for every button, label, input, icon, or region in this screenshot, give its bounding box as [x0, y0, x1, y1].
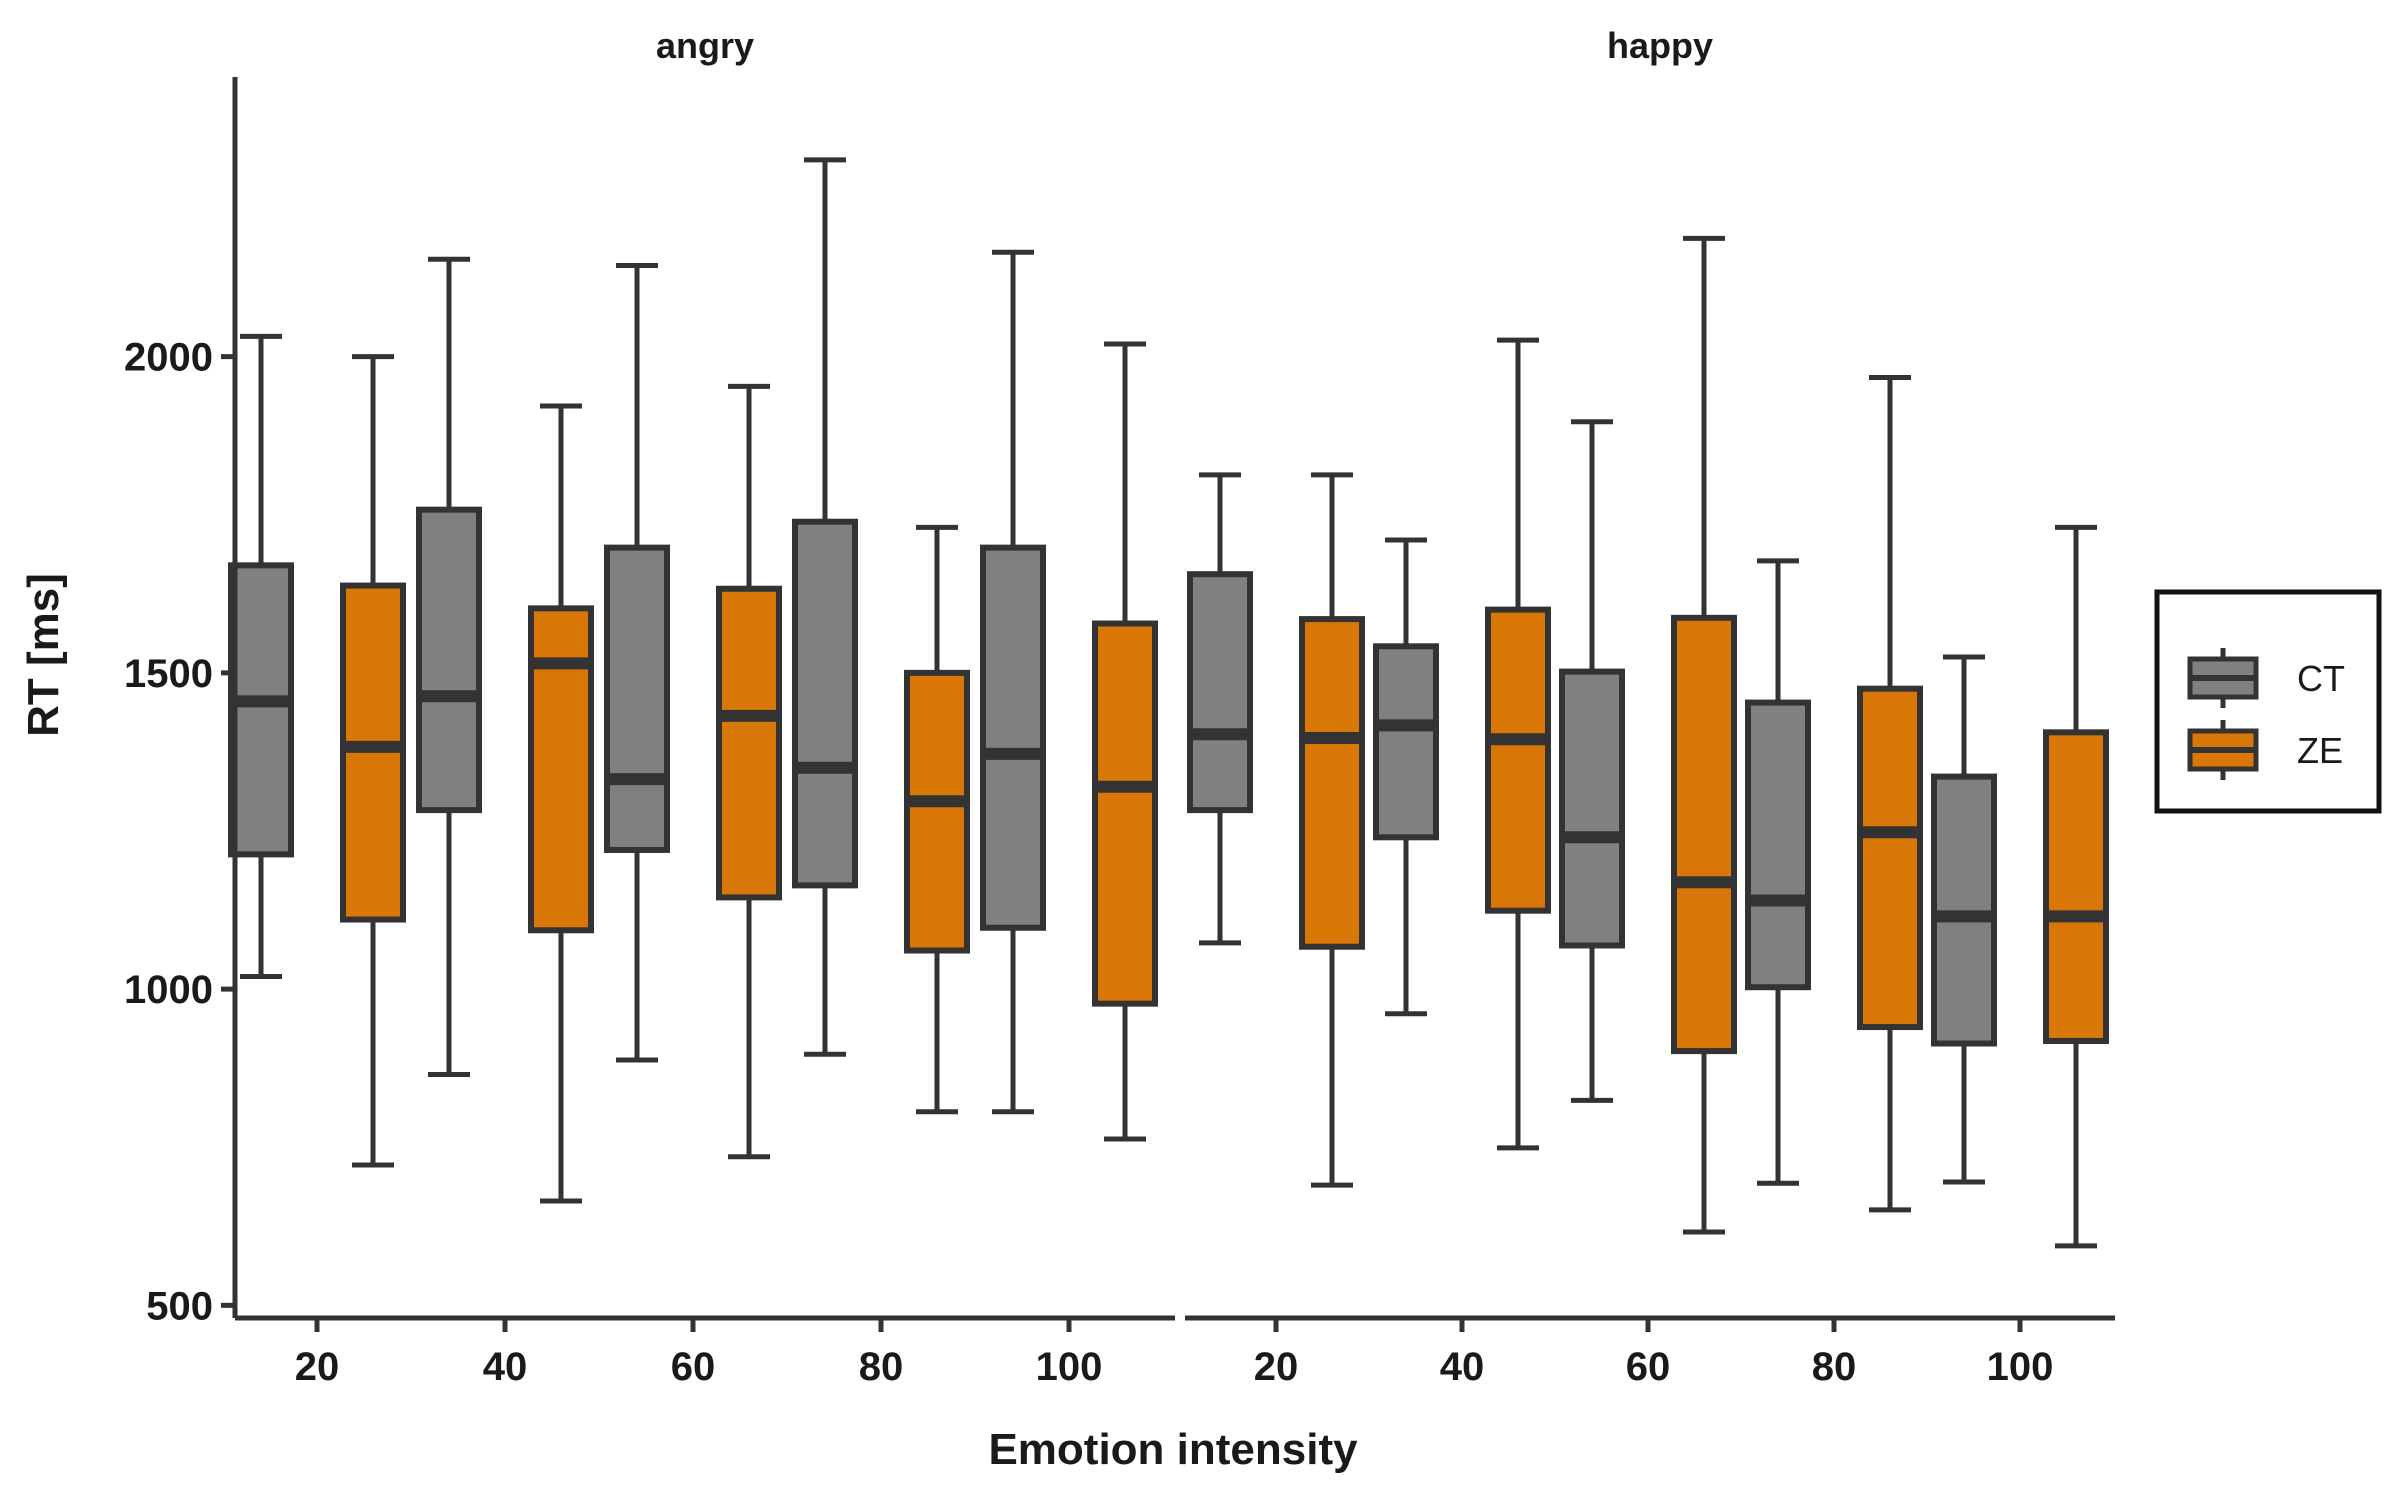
facet-angry: angry 20 40 60 80 100	[228, 25, 1175, 1389]
x-tick-label: 20	[295, 1345, 340, 1389]
box-iqr	[1485, 606, 1551, 914]
y-tick-label: 1500	[124, 652, 213, 696]
x-tick-label: 100	[1036, 1345, 1103, 1389]
box-iqr	[228, 562, 294, 858]
box-angry-80-CT	[792, 157, 858, 1057]
box-iqr	[1092, 620, 1158, 1007]
x-tick-label: 60	[1626, 1345, 1671, 1389]
box-iqr	[1931, 773, 1997, 1047]
box-happy-100-CT	[1931, 654, 1997, 1185]
box-iqr	[1671, 614, 1737, 1055]
box-iqr	[1299, 616, 1365, 950]
box-angry-80-ZE	[904, 524, 970, 1115]
box-happy-20-CT	[1187, 472, 1253, 946]
box-happy-100-ZE	[2043, 524, 2109, 1249]
x-tick-label: 20	[1254, 1345, 1299, 1389]
box-angry-100-CT	[980, 249, 1046, 1115]
box-iqr	[1187, 571, 1253, 814]
box-iqr	[792, 518, 858, 889]
box-angry-100-ZE	[1092, 341, 1158, 1142]
box-iqr	[904, 669, 970, 954]
box-happy-20-ZE	[1299, 472, 1365, 1188]
x-tick-label: 40	[1440, 1345, 1485, 1389]
x-tick-label: 100	[1987, 1345, 2054, 1389]
box-iqr	[416, 506, 482, 814]
box-angry-20-CT	[228, 333, 294, 979]
box-iqr	[1373, 643, 1439, 841]
box-angry-40-ZE	[528, 403, 594, 1204]
box-happy-40-ZE	[1485, 337, 1551, 1151]
legend-label-ZE: ZE	[2297, 730, 2343, 771]
legend-box	[2154, 589, 2382, 814]
box-angry-60-CT	[604, 263, 670, 1063]
facet-happy: happy 20 40 60 80 100	[1185, 25, 2115, 1389]
box-iqr	[2043, 729, 2109, 1044]
box-happy-60-ZE	[1671, 235, 1737, 1235]
y-tick-label: 2000	[124, 336, 213, 380]
facet-label: happy	[1607, 25, 1713, 66]
box-angry-60-ZE	[716, 383, 782, 1160]
x-tick-label: 40	[483, 1345, 528, 1389]
y-tick-label: 500	[146, 1284, 213, 1328]
x-tick-label: 80	[859, 1345, 904, 1389]
box-happy-80-CT	[1745, 558, 1811, 1186]
legend-label-CT: CT	[2297, 658, 2345, 699]
facet-label: angry	[656, 25, 754, 66]
box-iqr	[980, 544, 1046, 931]
box-happy-40-CT	[1373, 537, 1439, 1017]
box-happy-80-ZE	[1857, 374, 1923, 1213]
box-happy-60-CT	[1559, 419, 1625, 1103]
box-iqr	[1745, 699, 1811, 991]
box-iqr	[604, 544, 670, 853]
box-angry-40-CT	[416, 256, 482, 1077]
x-tick-label: 80	[1812, 1345, 1857, 1389]
y-tick-label: 1000	[124, 968, 213, 1012]
box-iqr	[1559, 668, 1625, 949]
x-axis-title: Emotion intensity	[988, 1425, 1358, 1474]
y-axis-title: RT [ms]	[19, 573, 68, 737]
box-iqr	[716, 585, 782, 901]
box-angry-20-ZE	[340, 354, 406, 1168]
box-iqr	[528, 605, 594, 934]
box-iqr	[1857, 685, 1923, 1031]
x-tick-label: 60	[671, 1345, 716, 1389]
